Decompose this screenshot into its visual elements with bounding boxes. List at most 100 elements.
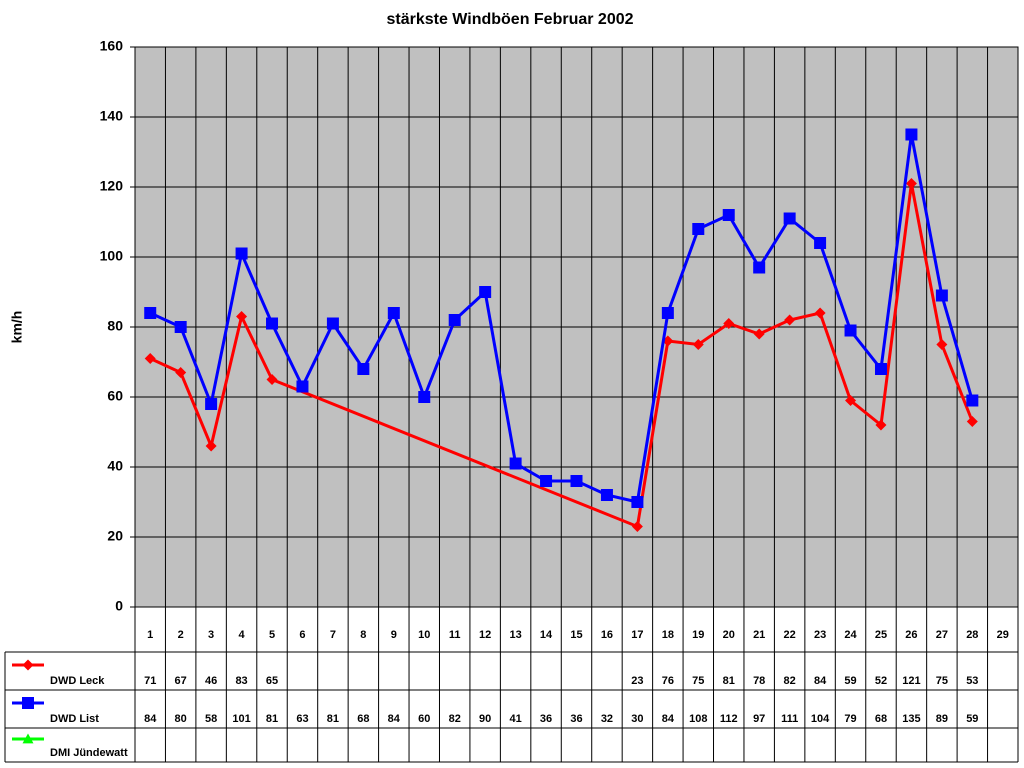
marker [509,457,522,470]
x-tick-label: 1 [147,629,153,641]
legend-marker [22,697,34,709]
table-value: 23 [631,675,643,687]
legend-label: DWD List [50,713,99,725]
x-tick-label: 28 [966,629,978,641]
legend-marker [22,733,34,744]
marker [600,489,613,501]
x-tick-label: 2 [178,629,184,641]
marker [387,307,400,319]
table-value: 75 [692,675,704,687]
marker [814,237,827,249]
marker [692,339,704,350]
table-value: 81 [266,713,278,725]
table-value: 68 [875,713,887,725]
y-tick-label: 0 [115,598,123,614]
x-tick-label: 13 [509,629,521,641]
table-value: 89 [936,713,948,725]
x-tick-label: 4 [239,629,246,641]
marker [296,380,309,393]
table-value: 104 [811,713,830,725]
marker [784,314,796,326]
table-value: 82 [784,675,796,687]
x-tick-label: 25 [875,629,887,641]
marker [905,178,917,189]
marker [753,328,765,340]
y-axis-label: km/h [9,311,25,344]
x-tick-label: 15 [570,629,582,641]
table-value: 68 [357,713,369,725]
table-value: 84 [662,713,675,725]
x-tick-label: 29 [997,629,1009,641]
table-value: 60 [418,713,430,725]
legend-label: DMI Jündewatt [50,747,128,759]
x-tick-label: 7 [330,629,336,641]
y-tick-label: 120 [100,178,124,194]
chart-title: stärkste Windböen Februar 2002 [386,11,633,28]
legend-label: DWD Leck [50,675,105,687]
x-tick-label: 27 [936,629,948,641]
marker [935,289,948,302]
marker [631,496,644,508]
x-tick-label: 8 [360,629,366,641]
y-tick-label: 80 [107,318,123,334]
table-value: 84 [814,675,827,687]
table-value: 53 [966,675,978,687]
table-value: 46 [205,675,217,687]
table-value: 65 [266,675,278,687]
table-value: 78 [753,675,765,687]
table-value: 84 [144,713,157,725]
marker [479,286,492,298]
series-line [149,134,974,504]
table-value: 41 [509,713,521,725]
x-tick-label: 18 [662,629,674,641]
marker [723,318,735,329]
y-tick-label: 160 [100,38,124,54]
table-value: 58 [205,713,217,725]
marker [966,416,978,427]
table-value: 30 [631,713,643,725]
marker [144,353,156,364]
x-tick-label: 14 [540,629,553,641]
table-value: 59 [966,713,978,725]
table-value: 81 [327,713,339,725]
marker [905,128,918,141]
marker [936,339,948,350]
series-line [635,183,974,527]
x-tick-label: 10 [418,629,430,641]
marker [875,419,887,431]
x-tick-label: 12 [479,629,491,641]
x-tick-label: 17 [631,629,643,641]
table-value: 59 [844,675,856,687]
table-value: 76 [662,675,674,687]
marker [783,212,796,225]
legend-marker [22,659,34,671]
table-value: 111 [781,713,798,725]
x-tick-label: 26 [905,629,917,641]
table-value: 67 [175,675,187,687]
marker [631,521,643,532]
x-tick-label: 11 [449,629,461,641]
table-value: 36 [540,713,552,725]
marker [236,311,248,322]
y-tick-label: 100 [100,248,124,264]
table-value: 52 [875,675,887,687]
y-tick-label: 140 [100,108,124,124]
marker [448,314,461,326]
table-value: 63 [296,713,308,725]
table-value: 83 [235,675,247,687]
marker [692,223,705,235]
x-tick-label: 16 [601,629,613,641]
table-value: 97 [753,713,765,725]
table-value: 36 [570,713,582,725]
marker [753,261,766,274]
marker [540,475,553,487]
x-tick-label: 22 [784,629,796,641]
marker [205,440,217,452]
marker [205,398,218,410]
table-value: 80 [175,713,187,725]
marker [235,247,248,260]
marker [966,394,979,407]
table-value: 71 [144,675,156,687]
table-value: 90 [479,713,491,725]
